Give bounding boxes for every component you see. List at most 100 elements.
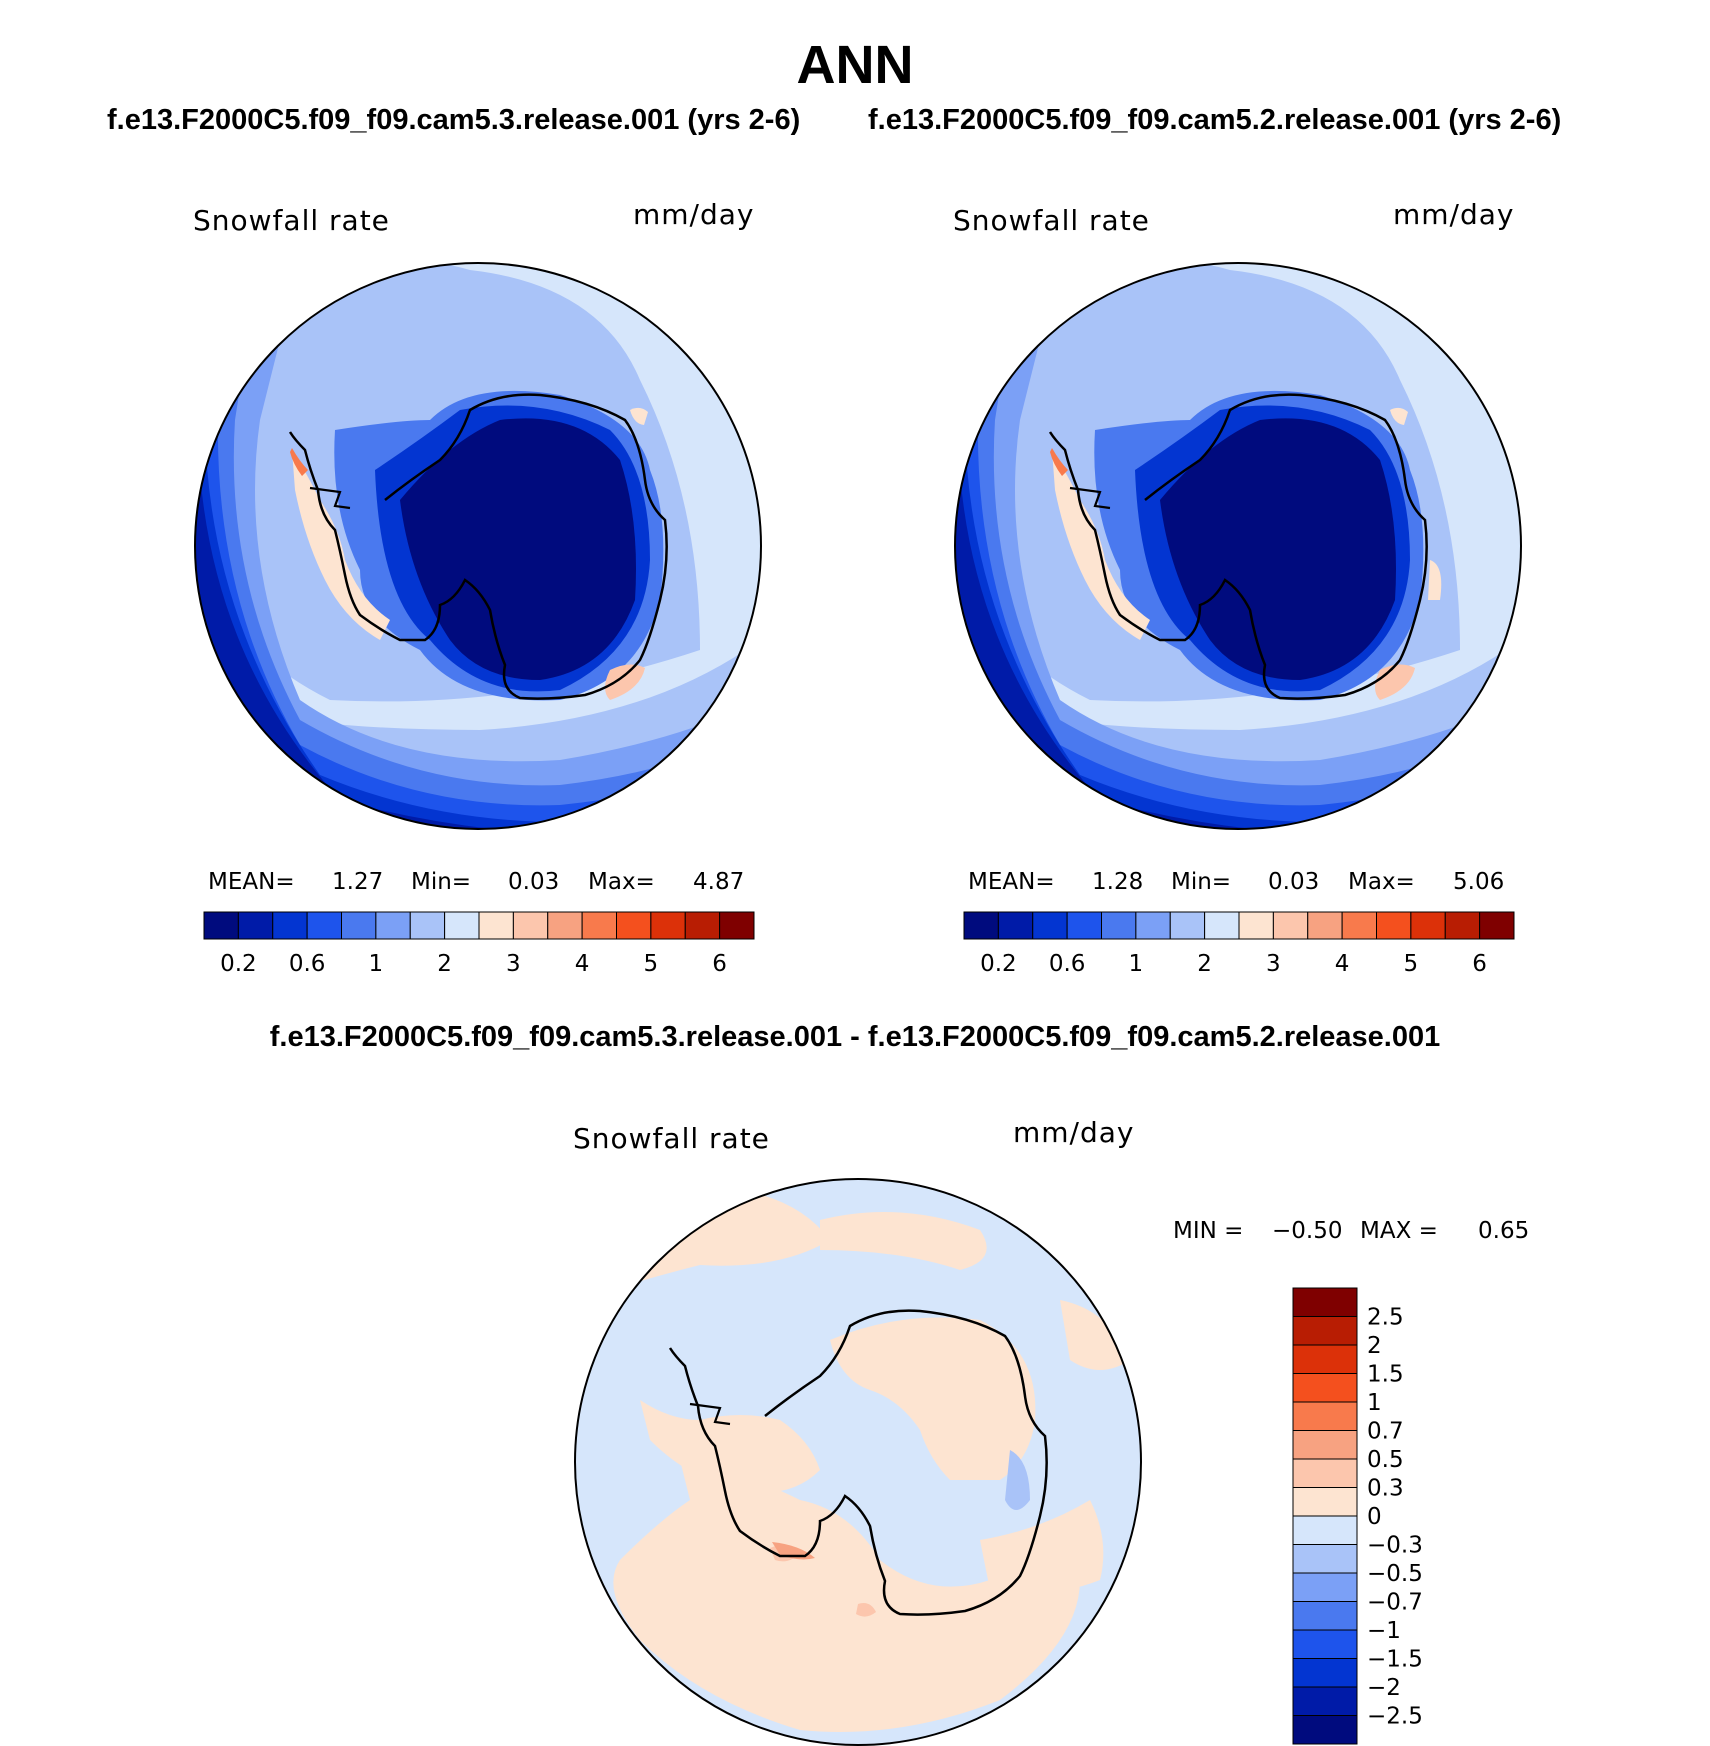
diff-colorbar-tick-label: −0.3: [1367, 1533, 1423, 1559]
diff-colorbar-tick-label: −1.5: [1367, 1647, 1423, 1673]
diff-colorbar-tick-label: 0.7: [1367, 1419, 1404, 1445]
diff-colorbar-swatch: [1292, 1373, 1358, 1403]
left-colorbar-swatch: [650, 911, 686, 940]
left-colorbar-tick-label: 0.6: [289, 951, 326, 977]
left-colorbar-tick-label: 3: [506, 951, 521, 977]
right-colorbar-tick-label: 0.2: [980, 951, 1017, 977]
right-variable-label: Snowfall rate: [953, 204, 1150, 237]
right-colorbar-swatch: [1169, 911, 1206, 940]
diff-colorbar-tick-label: 1.5: [1367, 1362, 1404, 1388]
diff-colorbar-swatch: [1292, 1715, 1358, 1745]
left-colorbar-tick-label: 6: [712, 951, 727, 977]
diff-colorbar-tick-label: −0.7: [1367, 1590, 1423, 1616]
left-colorbar-swatch: [409, 911, 446, 940]
diff-colorbar-tick-label: 0.5: [1367, 1447, 1404, 1473]
right-colorbar-swatch: [1204, 911, 1240, 940]
left-min-label: Min=: [411, 869, 472, 895]
figure-title: ANN: [796, 35, 914, 95]
right-colorbar-swatch: [1101, 911, 1137, 940]
diff-colorbar-swatch: [1292, 1287, 1358, 1317]
right-units-label: mm/day: [1393, 198, 1515, 231]
right-colorbar-swatch: [1307, 911, 1343, 940]
left-colorbar-swatch: [375, 911, 411, 940]
diff-colorbar-tick-label: −1: [1367, 1618, 1401, 1644]
diff-colorbar-swatch: [1292, 1544, 1358, 1574]
right-colorbar-swatch: [1376, 911, 1412, 940]
right-colorbar-tick-label: 0.6: [1049, 951, 1086, 977]
right-max-label: Max=: [1348, 869, 1415, 895]
left-mean-label: MEAN=: [208, 869, 295, 895]
left-colorbar-swatch: [341, 911, 377, 940]
left-colorbar-swatch: [203, 911, 239, 940]
right-mean-label: MEAN=: [968, 869, 1055, 895]
diff-colorbar-tick-label: −2: [1367, 1675, 1401, 1701]
right-colorbar-tick-label: 1: [1129, 951, 1144, 977]
diff-colorbar-swatch: [1292, 1401, 1358, 1431]
right-colorbar-tick-label: 3: [1266, 951, 1281, 977]
right-mean-value: 1.28: [1092, 869, 1144, 895]
left-colorbar-tick-label: 1: [369, 951, 384, 977]
diff-colorbar-swatch: [1292, 1515, 1358, 1545]
diff-max-value: 0.65: [1478, 1218, 1530, 1244]
right-colorbar-swatch: [1410, 911, 1446, 940]
left-colorbar-swatch: [306, 911, 342, 940]
diff-colorbar-tick-label: 0.3: [1367, 1476, 1404, 1502]
left-colorbar-tick-label: 2: [437, 951, 452, 977]
left-map: [194, 262, 762, 830]
right-colorbar-swatch: [1032, 911, 1068, 940]
diff-colorbar-tick-label: 1: [1367, 1390, 1382, 1416]
right-colorbar: 0.2 0.6 1 2 3 4 5 6: [963, 911, 1515, 977]
diff-colorbar-tick-label: −2.5: [1367, 1704, 1423, 1730]
right-colorbar-swatch: [1479, 911, 1515, 940]
left-units-label: mm/day: [633, 198, 755, 231]
left-colorbar-swatch: [616, 911, 652, 940]
left-colorbar: 0.2 0.6 1 2 3 4 5 6: [203, 911, 755, 977]
left-max-value: 4.87: [693, 869, 745, 895]
diff-colorbar-tick-label: 2: [1367, 1333, 1382, 1359]
right-map: [954, 262, 1522, 830]
diff-colorbar-swatch: [1292, 1629, 1358, 1659]
left-variable-label: Snowfall rate: [193, 204, 390, 237]
right-case-title: f.e13.F2000C5.f09_f09.cam5.2.release.001…: [868, 104, 1562, 136]
right-colorbar-swatch: [997, 911, 1034, 940]
diff-colorbar-swatch: [1292, 1458, 1358, 1488]
right-colorbar-swatch: [1135, 911, 1171, 940]
diff-colorbar-swatch: [1292, 1686, 1358, 1716]
right-colorbar-swatch: [1066, 911, 1102, 940]
diff-units-label: mm/day: [1013, 1116, 1135, 1149]
diff-colorbar-swatch: [1292, 1316, 1358, 1346]
diff-colorbar-tick-label: 0: [1367, 1504, 1382, 1530]
difference-map: [574, 1178, 1142, 1746]
diff-colorbar: 2.52 1.51 0.70.5 0.30 −0.3−0.5 −0.7−1 −1.5−2 −2…: [1292, 1287, 1423, 1745]
left-max-label: Max=: [588, 869, 655, 895]
left-colorbar-tick-label: 5: [644, 951, 659, 977]
diff-colorbar-swatch: [1292, 1344, 1358, 1374]
right-colorbar-tick-label: 4: [1335, 951, 1350, 977]
diff-colorbar-swatch: [1292, 1487, 1358, 1517]
right-min-value: 0.03: [1268, 869, 1320, 895]
diff-colorbar-swatch: [1292, 1572, 1358, 1602]
diff-max-label: MAX =: [1360, 1218, 1438, 1244]
right-colorbar-tick-label: 6: [1472, 951, 1487, 977]
right-colorbar-swatch: [1238, 911, 1274, 940]
diff-colorbar-tick-label: 2.5: [1367, 1305, 1404, 1331]
left-colorbar-tick-label: 0.2: [220, 951, 257, 977]
diff-colorbar-swatch: [1292, 1601, 1358, 1631]
right-min-label: Min=: [1171, 869, 1232, 895]
left-case-title: f.e13.F2000C5.f09_f09.cam5.3.release.001…: [107, 104, 801, 136]
left-colorbar-swatch: [512, 911, 549, 940]
right-colorbar-swatch: [963, 911, 999, 940]
left-colorbar-swatch: [444, 911, 480, 940]
diff-variable-label: Snowfall rate: [573, 1122, 770, 1155]
diff-min-label: MIN =: [1173, 1218, 1244, 1244]
left-colorbar-swatch: [547, 911, 583, 940]
diff-colorbar-swatch: [1292, 1658, 1358, 1688]
diff-colorbar-tick-label: −0.5: [1367, 1561, 1423, 1587]
left-colorbar-swatch: [272, 911, 308, 940]
left-min-value: 0.03: [508, 869, 560, 895]
left-colorbar-tick-label: 4: [575, 951, 590, 977]
left-colorbar-swatch: [581, 911, 617, 940]
left-mean-value: 1.27: [332, 869, 384, 895]
left-colorbar-swatch: [237, 911, 274, 940]
